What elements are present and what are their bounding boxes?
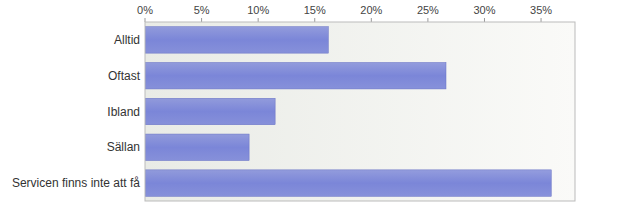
category-label: Servicen finns inte att få bbox=[12, 176, 140, 190]
plot-frame bbox=[145, 22, 575, 201]
x-tick-label: 10% bbox=[247, 4, 269, 16]
x-tick-label: 25% bbox=[417, 4, 439, 16]
chart-container: 0% 5% 10% 15% 20% 25% 30% 35% Alltid Oftast Ibland… bbox=[0, 0, 617, 222]
category-label: Ibland bbox=[107, 105, 140, 119]
x-tick-label: 35% bbox=[530, 4, 552, 16]
category-label: Oftast bbox=[108, 69, 141, 83]
x-tick bbox=[314, 18, 315, 22]
x-tick-label: 15% bbox=[304, 4, 326, 16]
bar bbox=[145, 62, 446, 88]
chart-svg: 0% 5% 10% 15% 20% 25% 30% 35% Alltid Oftast Ibland… bbox=[0, 0, 617, 222]
bar bbox=[145, 27, 328, 53]
bar bbox=[145, 134, 249, 160]
page: {"chart_data": {"type": "bar", "orientat… bbox=[0, 0, 617, 222]
x-tick bbox=[371, 18, 372, 22]
x-tick-label: 30% bbox=[473, 4, 495, 16]
bars bbox=[145, 27, 551, 197]
bar bbox=[145, 98, 275, 124]
x-tick bbox=[427, 18, 428, 22]
x-tick bbox=[541, 18, 542, 22]
x-tick bbox=[258, 18, 259, 22]
x-tick bbox=[484, 18, 485, 22]
x-tick-label: 0% bbox=[137, 4, 153, 16]
category-label: Alltid bbox=[114, 33, 140, 47]
bar bbox=[145, 170, 551, 196]
x-tick bbox=[145, 18, 146, 22]
x-tick-label: 20% bbox=[360, 4, 382, 16]
x-tick bbox=[201, 18, 202, 22]
x-tick-label: 5% bbox=[194, 4, 210, 16]
category-label: Sällan bbox=[107, 140, 140, 154]
plot-background bbox=[145, 22, 575, 201]
